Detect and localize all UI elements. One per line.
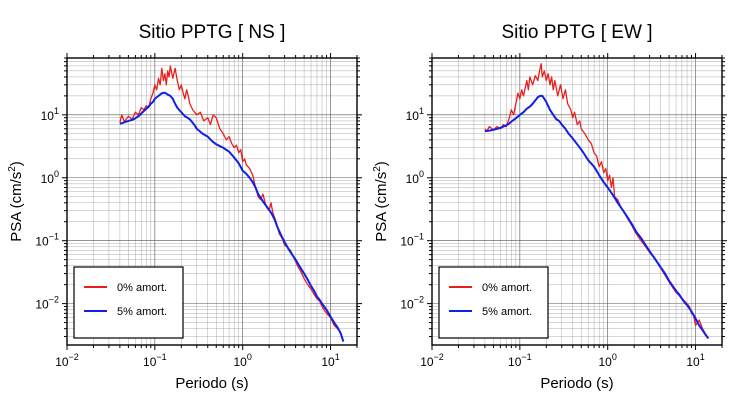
y-axis-label: PSA (cm/s2) — [7, 161, 25, 242]
series-line-damped — [484, 94, 710, 340]
y-tick-label: 10−2 — [35, 295, 59, 312]
x-tick-label: 10−1 — [143, 352, 167, 369]
y-tick-label: 100 — [406, 169, 424, 186]
ticks — [427, 53, 727, 350]
plot-frame — [431, 57, 723, 346]
x-tick-label: 100 — [599, 352, 617, 369]
y-tick-label: 101 — [41, 106, 59, 123]
y-tick-label: 100 — [41, 169, 59, 186]
chart-title: Sitio PPTG [ EW ] — [502, 22, 653, 43]
chart-ns: Sitio PPTG [ NS ] 10−2 10−1 100 101 10−2 10−1… — [7, 22, 362, 392]
y-tick-label: 10−1 — [35, 232, 59, 249]
x-tick-label: 101 — [321, 352, 339, 369]
plot-frame — [66, 57, 358, 346]
series-line-undamped — [119, 65, 345, 342]
x-axis-label: Periodo (s) — [175, 375, 248, 392]
legend-label: 5% amort. — [117, 306, 167, 318]
x-axis-label: Periodo (s) — [540, 375, 613, 392]
y-axis-label: PSA (cm/s2) — [372, 161, 390, 242]
chart-title: Sitio PPTG [ NS ] — [139, 22, 286, 43]
legend: 0% amort. 5% amort. — [438, 266, 549, 339]
x-tick-label: 10−1 — [508, 352, 532, 369]
series-line-damped — [119, 91, 345, 342]
x-tick-label: 10−2 — [55, 352, 79, 369]
x-tick-label: 100 — [234, 352, 252, 369]
chart-ew: Sitio PPTG [ EW ] 10−2 10−1 100 101 10−2 10−1… — [372, 22, 727, 392]
y-tick-label: 10−2 — [400, 295, 424, 312]
legend: 0% amort. 5% amort. — [73, 266, 184, 339]
legend-box — [73, 266, 184, 339]
legend-label: 0% amort. — [482, 282, 532, 294]
x-tick-label: 101 — [686, 352, 704, 369]
ticks — [62, 53, 362, 350]
legend-box — [438, 266, 549, 339]
legend-label: 0% amort. — [117, 282, 167, 294]
y-tick-label: 101 — [406, 106, 424, 123]
y-tick-label: 10−1 — [400, 232, 424, 249]
x-tick-label: 10−2 — [420, 352, 444, 369]
legend-label: 5% amort. — [482, 306, 532, 318]
